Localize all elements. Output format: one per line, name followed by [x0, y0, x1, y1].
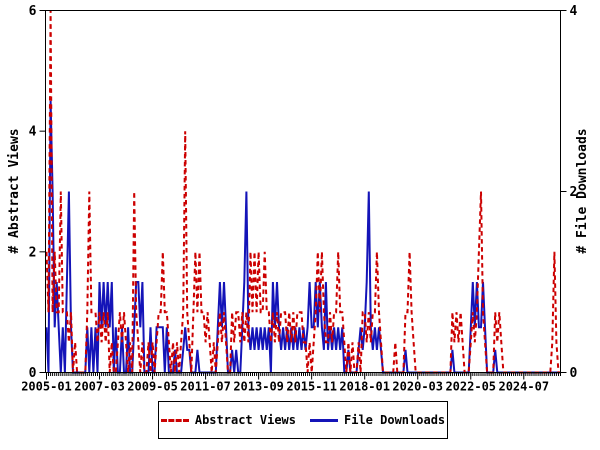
legend-item-file-downloads: File Downloads: [310, 413, 445, 427]
x-tick-label: 2011-07: [180, 380, 231, 394]
left-axis-tick-label: 4: [29, 125, 37, 140]
legend-item-abstract-views: Abstract Views: [160, 413, 296, 427]
left-axis-title: # Abstract Views: [7, 128, 22, 253]
legend-label-file-downloads: File Downloads: [344, 413, 446, 427]
x-tick-label: 2015-11: [286, 380, 337, 394]
left-axis-tick-label: 6: [29, 4, 37, 19]
x-tick-label: 2024-07: [498, 380, 549, 394]
abstract-views-line-sample: [160, 418, 189, 422]
x-tick-label: 2009-05: [127, 380, 178, 394]
left-axis-tick-label: 2: [29, 245, 37, 260]
x-tick-label: 2007-03: [74, 380, 125, 394]
legend-label-abstract-views: Abstract Views: [194, 413, 296, 427]
chart-legend: Abstract Views File Downloads: [158, 401, 448, 439]
x-tick-label: 2013-09: [233, 380, 284, 394]
right-axis-tick-label: 4: [570, 4, 578, 19]
left-axis-tick-label: 0: [29, 366, 37, 381]
right-axis-title: # File Downloads: [575, 128, 590, 253]
file-downloads-line-sample: [310, 418, 338, 422]
right-axis-tick-label: 2: [570, 185, 578, 200]
abstract-views-line: [45, 10, 561, 374]
x-tick-label: 2018-01: [339, 380, 390, 394]
x-tick-label: 2022-05: [445, 380, 496, 394]
x-tick-label: 2005-01: [21, 380, 72, 394]
file-downloads-line: [45, 100, 561, 374]
x-tick-label: 2020-03: [392, 380, 443, 394]
right-axis-tick-label: 0: [570, 366, 578, 381]
chart-generated-content: 2005-01 2007-03 2009-05 2011-07 2013-09 2015-…: [21, 4, 577, 394]
